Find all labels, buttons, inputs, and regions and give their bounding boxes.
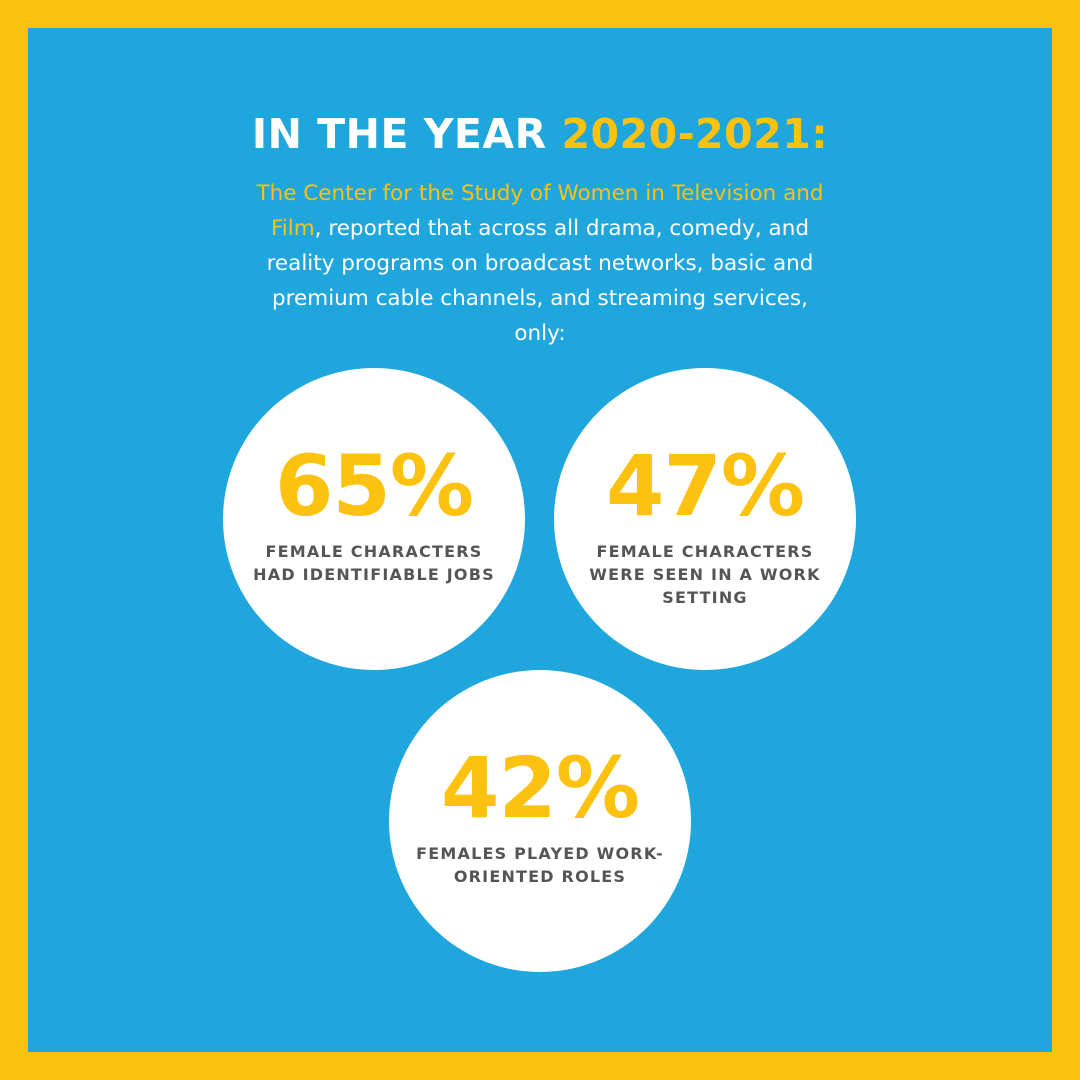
stat-value: 65% — [274, 437, 474, 535]
headline-year: 2020-2021: — [561, 110, 829, 158]
headline-prefix: IN THE YEAR — [251, 110, 562, 158]
headline: IN THE YEAR 2020-2021: — [0, 110, 1080, 158]
intro-paragraph: The Center for the Study of Women in Tel… — [250, 176, 830, 351]
stat-circle-3: 42% FEMALES PLAYED WORK-ORIENTED ROLES — [389, 670, 691, 972]
stat-value: 42% — [440, 739, 640, 837]
intro-body: , reported that across all drama, comedy… — [266, 216, 814, 346]
stat-label: FEMALE CHARACTERS WERE SEEN IN A WORK SE… — [589, 542, 821, 607]
stat-label: FEMALES PLAYED WORK-ORIENTED ROLES — [416, 844, 664, 886]
stat-circle-1: 65% FEMALE CHARACTERS HAD IDENTIFIABLE J… — [223, 368, 525, 670]
stat-value: 47% — [605, 437, 805, 535]
stat-label: FEMALE CHARACTERS HAD IDENTIFIABLE JOBS — [253, 542, 495, 584]
stat-circle-2: 47% FEMALE CHARACTERS WERE SEEN IN A WOR… — [554, 368, 856, 670]
source-name: The Center for the Study of Women in Tel… — [256, 181, 824, 241]
